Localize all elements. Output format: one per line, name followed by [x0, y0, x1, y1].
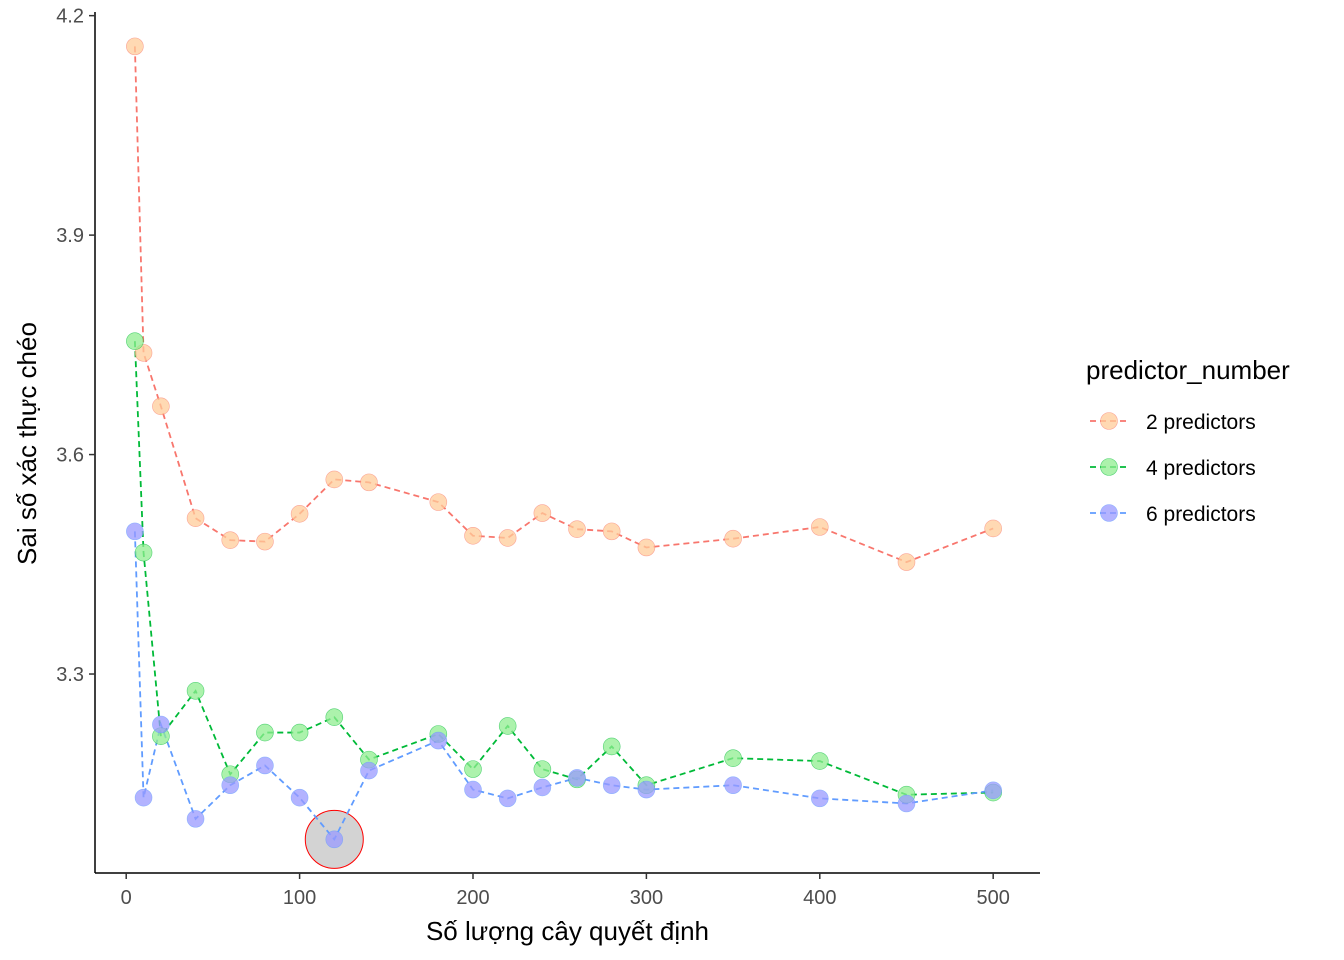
- legend-marker: [1100, 412, 1118, 430]
- data-point-series-1: [568, 520, 586, 538]
- data-point-series-3: [360, 761, 378, 780]
- y-tick-label: 3.3: [56, 664, 84, 686]
- data-point-series-1: [724, 529, 742, 548]
- data-point-series-2: [533, 760, 552, 778]
- plot-area: [126, 37, 1002, 869]
- x-ticks: 0 100 200 300 400 500: [121, 873, 1010, 909]
- data-point-series-3: [724, 776, 742, 795]
- data-point-series-1: [984, 519, 1002, 538]
- data-point-series-3: [325, 830, 344, 849]
- data-point-series-1: [221, 531, 240, 549]
- data-point-series-2: [724, 749, 742, 767]
- data-point-series-3: [498, 789, 517, 808]
- data-point-series-1: [637, 538, 656, 557]
- series-line-1: [133, 46, 994, 564]
- axes: 0 100 200 300 400 500 3.3 3.6 3.9 4.2: [56, 6, 1040, 909]
- series-line-3: [133, 531, 994, 841]
- data-point-series-3: [897, 794, 916, 813]
- data-point-series-1: [810, 518, 829, 536]
- legend-label: 6 predictors: [1146, 503, 1256, 526]
- y-ticks: 3.3 3.6 3.9 4.2: [56, 6, 95, 686]
- y-tick-label: 3.6: [56, 445, 84, 467]
- data-point-series-2: [256, 723, 274, 742]
- legend-item: 2 predictors: [1090, 411, 1256, 434]
- data-point-series-1: [602, 522, 621, 541]
- data-point-series-3: [533, 778, 552, 797]
- data-point-series-1: [360, 473, 378, 492]
- data-point-series-3: [429, 731, 448, 750]
- x-tick-label: 100: [283, 887, 316, 909]
- data-point-series-3: [464, 780, 482, 799]
- data-point-series-1: [325, 470, 344, 489]
- data-point-series-1: [429, 493, 448, 511]
- data-point-series-3: [186, 810, 205, 828]
- legend-item: 6 predictors: [1090, 503, 1256, 526]
- data-point-series-3: [290, 788, 309, 807]
- data-point-series-1: [533, 504, 552, 522]
- data-point-series-1: [290, 505, 309, 523]
- data-point-series-3: [984, 781, 1002, 800]
- x-axis-title: Số lượng cây quyết định: [426, 916, 709, 946]
- data-point-series-2: [186, 682, 205, 700]
- data-point-series-3: [152, 715, 170, 734]
- data-point-series-2: [498, 717, 517, 735]
- data-point-series-1: [897, 553, 916, 571]
- legend-marker: [1100, 504, 1118, 522]
- x-tick-label: 0: [121, 887, 132, 909]
- legend-marker: [1100, 458, 1118, 476]
- data-point-series-3: [126, 522, 144, 541]
- data-point-series-2: [602, 737, 621, 756]
- data-point-series-2: [134, 543, 153, 562]
- legend-item: 4 predictors: [1090, 457, 1256, 480]
- data-point-series-1: [152, 397, 170, 416]
- data-point-series-3: [810, 789, 829, 808]
- legend-title: predictor_number: [1086, 355, 1290, 385]
- y-axis-title: Sai số xác thực chéo: [12, 322, 42, 565]
- y-tick-label: 3.9: [56, 225, 84, 247]
- series-line-2: [133, 341, 994, 796]
- x-tick-label: 400: [803, 887, 836, 909]
- legend-label: 2 predictors: [1146, 411, 1256, 434]
- x-tick-label: 300: [630, 887, 663, 909]
- x-tick-label: 200: [456, 887, 489, 909]
- data-point-series-2: [810, 752, 829, 770]
- data-point-series-1: [498, 529, 517, 547]
- y-tick-label: 4.2: [56, 6, 84, 28]
- legend-items: 2 predictors 4 predictors 6 predictors: [1090, 411, 1256, 526]
- data-point-series-1: [464, 526, 482, 545]
- legend-label: 4 predictors: [1146, 457, 1256, 480]
- data-point-series-1: [256, 532, 274, 551]
- data-point-series-3: [602, 776, 621, 795]
- data-point-series-1: [186, 509, 205, 528]
- data-point-series-3: [134, 788, 153, 807]
- data-point-series-3: [256, 756, 274, 775]
- data-point-series-3: [637, 780, 656, 799]
- legend: predictor_number 2 predictors 4 predictor…: [1086, 355, 1290, 526]
- data-point-series-1: [126, 37, 144, 56]
- data-point-series-2: [325, 708, 344, 726]
- data-point-series-3: [221, 776, 240, 795]
- data-point-series-2: [290, 723, 309, 742]
- data-point-series-2: [126, 332, 144, 350]
- data-point-series-2: [464, 760, 482, 778]
- x-tick-label: 500: [976, 887, 1009, 909]
- data-point-series-3: [568, 769, 586, 787]
